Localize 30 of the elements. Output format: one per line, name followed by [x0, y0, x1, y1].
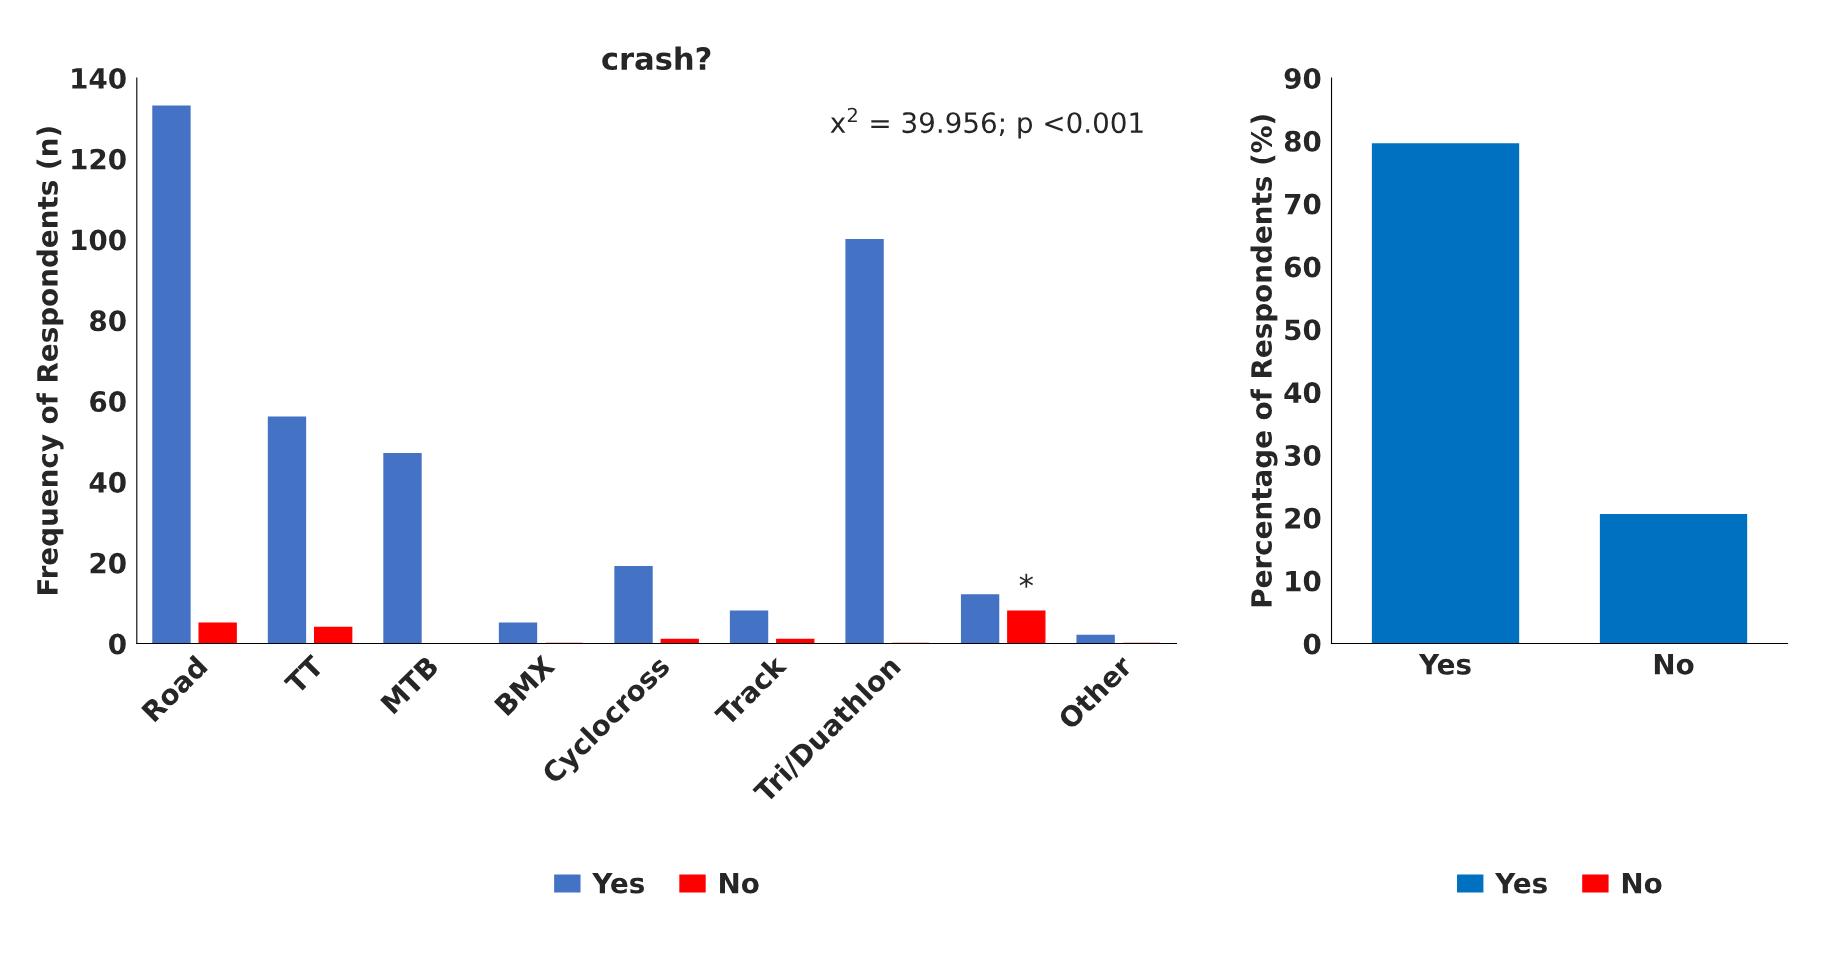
- y-tick-label: 20: [90, 552, 126, 574]
- y-tick-label: 90: [1284, 67, 1321, 89]
- y-tick-label: 20: [1285, 507, 1321, 529]
- legend-label: No: [720, 872, 759, 894]
- y-tick-label: 80: [90, 310, 126, 332]
- y-tick-label: 0: [109, 633, 126, 655]
- legend-label: Yes: [1494, 872, 1547, 894]
- y-tick-label: 0: [1303, 633, 1321, 655]
- legend-label: No: [1622, 872, 1662, 894]
- y-tick-label: 140: [72, 67, 126, 89]
- annotation: x$^{2}$ = 39.956; p <0.001: [830, 107, 1143, 139]
- y-tick-label: 80: [1284, 130, 1321, 152]
- y-tick-label: 10: [1286, 570, 1321, 592]
- y-tick-label: 70: [1285, 193, 1321, 215]
- annotation: *: [1019, 573, 1034, 588]
- y-tick-label: 40: [89, 471, 126, 493]
- y-tick-label: 120: [72, 148, 126, 170]
- x-tick-label: Yes: [1418, 654, 1471, 675]
- y-axis-title: Percentage of Respondents (%): [1250, 115, 1278, 607]
- y-tick-label: 100: [72, 229, 126, 251]
- x-tick-label: No: [1654, 654, 1694, 675]
- y-tick-label: 50: [1285, 319, 1321, 341]
- y-tick-label: 60: [90, 391, 126, 413]
- y-tick-label: 40: [1284, 382, 1321, 404]
- x-tick-label: TT: [283, 653, 325, 696]
- y-axis-title: Frequency of Respondents (n): [36, 127, 64, 595]
- y-tick-label: 60: [1284, 256, 1321, 278]
- legend-label: Yes: [592, 872, 644, 894]
- chart-title: crash?: [602, 46, 711, 71]
- y-tick-label: 30: [1285, 444, 1321, 466]
